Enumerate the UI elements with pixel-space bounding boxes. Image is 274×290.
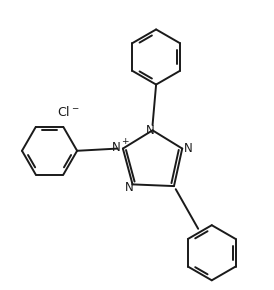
Text: N: N: [125, 182, 133, 194]
Text: N: N: [184, 142, 192, 155]
Text: +: +: [121, 137, 129, 146]
Text: N: N: [112, 141, 121, 154]
Text: Cl$^-$: Cl$^-$: [57, 105, 79, 119]
Text: N: N: [146, 124, 155, 137]
